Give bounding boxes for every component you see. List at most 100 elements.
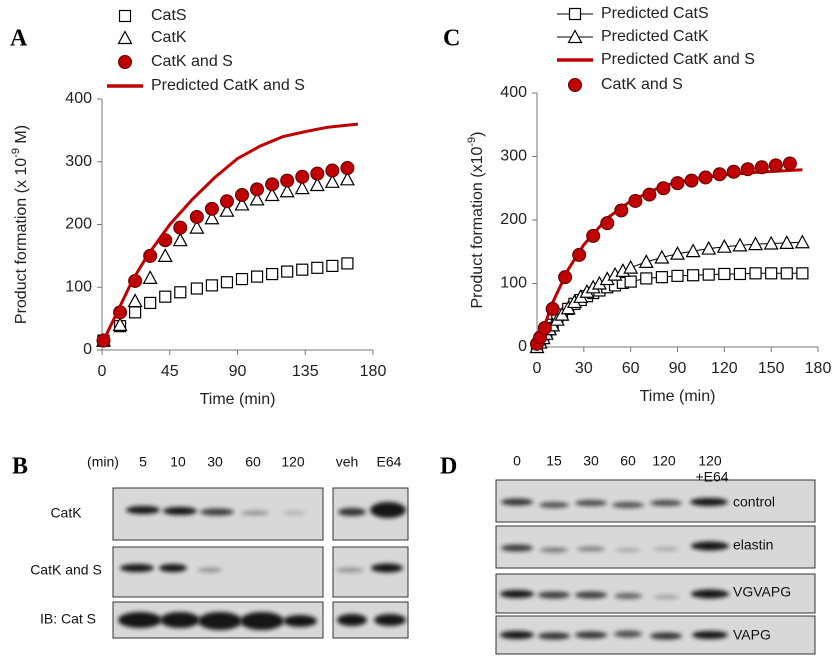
- marker-triangle: [669, 245, 686, 260]
- marker-triangle: [701, 240, 717, 255]
- band: [612, 502, 644, 508]
- panel-label: C: [443, 26, 460, 52]
- y-axis-label: Product formation (x 10-9 M): [10, 125, 30, 324]
- marker-circle: [340, 161, 355, 176]
- marker-square: [687, 269, 700, 282]
- marker-triangle: [127, 293, 143, 308]
- x-tick-label: 120: [711, 360, 738, 377]
- marker-triangle: [112, 317, 128, 331]
- x-tick-label: 45: [161, 363, 179, 380]
- band: [198, 567, 222, 573]
- lane-label: 30: [207, 454, 223, 470]
- row-label: elastin: [733, 537, 773, 553]
- marker-triangle: [654, 249, 670, 264]
- marker-triangle: [142, 270, 158, 284]
- band: [614, 630, 642, 638]
- band: [337, 614, 367, 626]
- marker-triangle: [234, 196, 250, 211]
- marker-circle: [586, 228, 601, 243]
- blot-box: [495, 525, 816, 569]
- lane-label: 120: [652, 453, 676, 469]
- marker-square: [796, 267, 809, 280]
- marker-square: [266, 267, 279, 281]
- lane-label: 15: [546, 453, 562, 469]
- marker-triangle: [189, 219, 205, 234]
- legend-label: Predicted CatK and S: [601, 51, 755, 68]
- row-label: IB: Cat S: [40, 611, 96, 627]
- legend-marker: [118, 55, 132, 69]
- marker-triangle: [794, 234, 810, 249]
- marker-triangle: [249, 191, 265, 206]
- marker-square: [250, 270, 264, 283]
- legend-label: Predicted CatK: [601, 28, 709, 45]
- x-tick-label: 180: [360, 363, 387, 380]
- panel-label: B: [12, 454, 28, 480]
- marker-square: [341, 257, 354, 270]
- marker-triangle: [172, 232, 188, 247]
- marker-circle: [768, 158, 783, 173]
- marker-circle: [712, 167, 727, 182]
- marker-circle: [614, 203, 629, 218]
- row-label: CatK: [50, 505, 82, 521]
- legend-label: CatK and S: [151, 53, 233, 70]
- marker-circle: [670, 176, 685, 191]
- lane-label: 30: [583, 453, 599, 469]
- row-label: VGVAPG: [733, 584, 791, 600]
- blot-box: [112, 546, 324, 598]
- band: [653, 595, 679, 599]
- y-tick-label: 300: [500, 148, 527, 165]
- panel-label: A: [10, 26, 28, 52]
- legend-marker: [118, 9, 132, 23]
- band: [539, 502, 569, 508]
- x-tick-label: 180: [805, 360, 832, 377]
- band: [540, 547, 568, 553]
- marker-triangle: [294, 180, 310, 195]
- band: [692, 631, 728, 639]
- marker-triangle: [732, 237, 748, 252]
- marker-circle: [219, 194, 234, 209]
- marker-circle: [310, 166, 325, 181]
- band: [283, 615, 317, 627]
- marker-square: [190, 282, 203, 295]
- marker-square: [640, 272, 653, 285]
- band: [370, 502, 406, 518]
- marker-circle: [280, 173, 295, 188]
- x-tick-label: 60: [622, 360, 640, 377]
- x-tick-label: 135: [292, 363, 319, 380]
- band: [575, 591, 607, 599]
- x-tick-label: 0: [98, 363, 107, 380]
- legend-label: CatK: [151, 29, 187, 46]
- marker-triangle: [324, 174, 340, 188]
- marker-circle: [656, 181, 671, 196]
- band: [120, 564, 154, 572]
- marker-square: [749, 267, 762, 280]
- legend-marker: [117, 30, 133, 45]
- band: [282, 511, 306, 515]
- band: [653, 547, 679, 551]
- lane-label: veh: [336, 454, 359, 470]
- marker-square: [718, 267, 731, 281]
- band: [338, 508, 366, 516]
- marker-circle: [173, 220, 188, 235]
- y-axis-label: Product formation (x10-9): [466, 132, 486, 309]
- y-tick-label: 400: [500, 84, 527, 101]
- band: [691, 589, 729, 599]
- band: [501, 498, 533, 506]
- y-tick-label: 200: [500, 211, 527, 228]
- lane-label: E64: [377, 454, 402, 470]
- band: [650, 500, 682, 506]
- band: [501, 544, 533, 552]
- y-tick-label: 400: [65, 90, 92, 107]
- marker-circle: [189, 209, 204, 224]
- band: [160, 612, 200, 628]
- marker-square: [624, 275, 637, 288]
- marker-square: [281, 265, 294, 278]
- legend-label: Predicted CatS: [601, 5, 709, 22]
- band: [615, 548, 641, 552]
- marker-circle: [628, 193, 643, 208]
- band: [241, 510, 269, 516]
- marker-triangle: [716, 238, 732, 253]
- band: [614, 593, 642, 599]
- x-tick-label: 150: [758, 360, 785, 377]
- marker-circle: [325, 163, 340, 178]
